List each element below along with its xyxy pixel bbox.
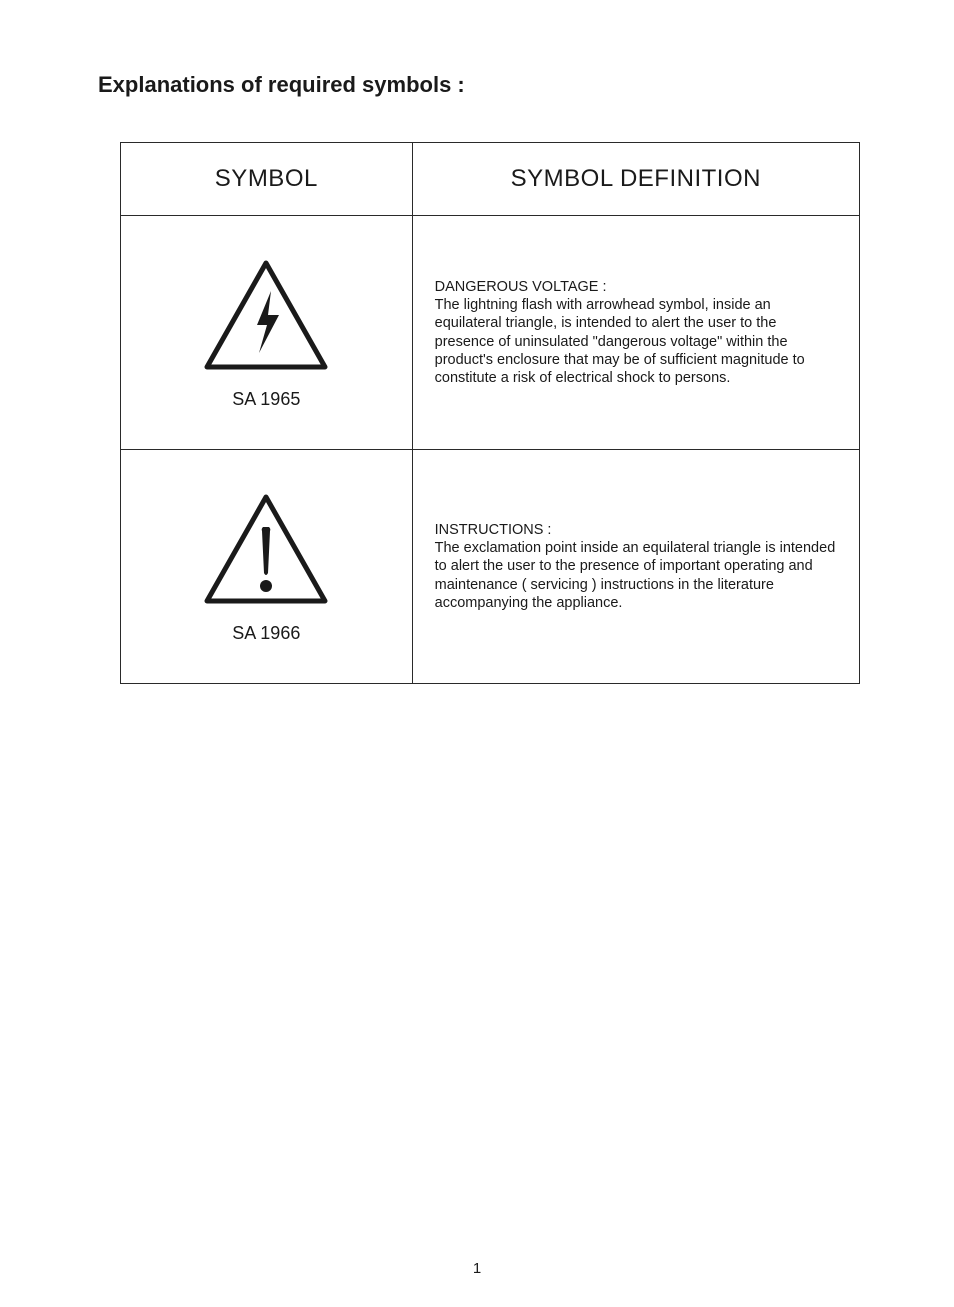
definition-cell: DANGEROUS VOLTAGE : The lightning flash … [412, 216, 859, 450]
symbol-label: SA 1966 [121, 623, 412, 644]
definition-body: The lightning flash with arrowhead symbo… [435, 296, 837, 387]
table-row: SA 1965 DANGEROUS VOLTAGE : The lightnin… [121, 216, 860, 450]
header-definition: SYMBOL DEFINITION [412, 143, 859, 216]
definition-cell: INSTRUCTIONS : The exclamation point ins… [412, 450, 859, 684]
table-row: SA 1966 INSTRUCTIONS : The exclamation p… [121, 450, 860, 684]
lightning-triangle-icon [201, 257, 331, 375]
page-number: 1 [0, 1260, 954, 1277]
definition-title: INSTRUCTIONS : [435, 521, 837, 539]
symbol-label: SA 1965 [121, 389, 412, 410]
definition-title: DANGEROUS VOLTAGE : [435, 278, 837, 296]
table-header-row: SYMBOL SYMBOL DEFINITION [121, 143, 860, 216]
definition-body: The exclamation point inside an equilate… [435, 539, 837, 612]
symbols-table: SYMBOL SYMBOL DEFINITION SA 1965 DANGERO… [120, 142, 860, 684]
symbol-cell: SA 1965 [121, 216, 413, 450]
page-title: Explanations of required symbols : [98, 72, 954, 98]
exclamation-triangle-icon [201, 491, 331, 609]
header-symbol: SYMBOL [121, 143, 413, 216]
symbol-cell: SA 1966 [121, 450, 413, 684]
